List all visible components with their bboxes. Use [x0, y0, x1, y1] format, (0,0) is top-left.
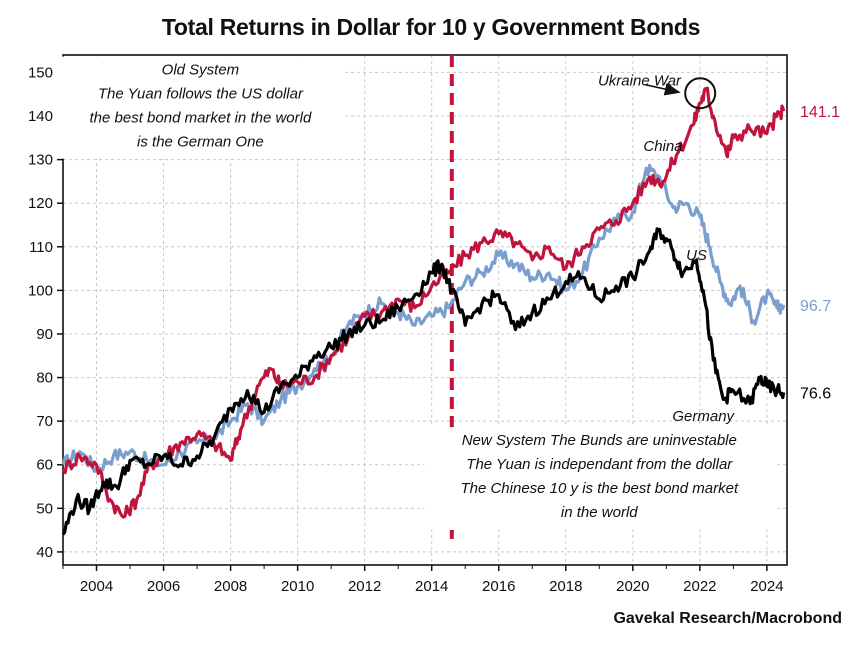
y-tick-label: 50	[36, 500, 53, 517]
x-tick-label: 2024	[750, 578, 783, 595]
y-tick-label: 110	[29, 239, 53, 256]
annotation-line: The Chinese 10 y is the best bond market	[460, 480, 738, 497]
x-tick-label: 2018	[549, 578, 582, 595]
series-label-germany: Germany	[672, 408, 735, 425]
plot-frame	[62, 54, 788, 566]
chart-title: Total Returns in Dollar for 10 y Governm…	[161, 14, 701, 40]
annotation-new: New System The Bunds are uninvestable The…	[424, 427, 775, 530]
y-tick-label: 80	[36, 370, 53, 387]
x-tick-label: 2006	[147, 578, 180, 595]
y-tick-label: 100	[28, 282, 53, 299]
annotation-line: The Yuan is independant from the dollar	[466, 456, 733, 473]
end-label-china: 141.1	[800, 104, 840, 121]
annotation-line: is the German One	[137, 134, 264, 151]
y-tick-label: 40	[36, 544, 53, 561]
annotations: Old System The Yuan follows the US dollar…	[55, 56, 775, 530]
x-tick-label: 2016	[482, 578, 515, 595]
y-tick-label: 120	[28, 195, 53, 212]
annotation-line: Old System	[162, 62, 240, 79]
annotation-line: New System The Bunds are uninvestable	[462, 432, 737, 449]
y-tick-label: 60	[36, 457, 53, 474]
annotation-line: the best bond market in the world	[90, 110, 312, 127]
series-lines	[61, 86, 786, 536]
series-line-germany	[61, 227, 786, 536]
x-tick-label: 2014	[415, 578, 448, 595]
end-label-us: 96.7	[800, 298, 831, 315]
end-label-germany: 76.6	[800, 385, 831, 402]
series-line-us	[61, 163, 786, 473]
annotation-line: The Yuan follows the US dollar	[98, 86, 304, 103]
series-line-china	[61, 86, 786, 519]
annotation-old: Old System The Yuan follows the US dollar…	[55, 56, 346, 159]
y-tick-label: 150	[28, 64, 53, 81]
x-tick-label: 2012	[348, 578, 381, 595]
series-label-us: US	[686, 247, 707, 264]
axes: 40 50 60 70 80 90 100 110 120 130 140 150 2004 2006 20…	[28, 54, 788, 595]
x-tick-label: 2010	[281, 578, 314, 595]
source-credit: Gavekal Research/Macrobond	[613, 610, 842, 627]
x-tick-label: 2004	[80, 578, 113, 595]
y-tick-label: 70	[36, 413, 53, 430]
annotation-ukraine: Ukraine War	[598, 73, 682, 90]
x-tick-label: 2022	[683, 578, 716, 595]
x-tick-label: 2020	[616, 578, 649, 595]
end-labels: 141.1 96.7 76.6 China US Germany	[643, 104, 840, 425]
annotation-line: Ukraine War	[598, 73, 682, 90]
y-tick-label: 90	[36, 326, 53, 343]
annotation-backing	[55, 56, 346, 159]
series-label-china: China	[643, 138, 682, 155]
ukraine-highlight-circle	[684, 77, 717, 110]
annotation-line: in the world	[561, 504, 638, 521]
x-tick-label: 2008	[214, 578, 247, 595]
ukraine-arrow	[644, 82, 681, 96]
annotation-backing	[424, 427, 775, 530]
y-tick-label: 130	[28, 152, 53, 169]
y-tick-label: 140	[28, 108, 53, 125]
